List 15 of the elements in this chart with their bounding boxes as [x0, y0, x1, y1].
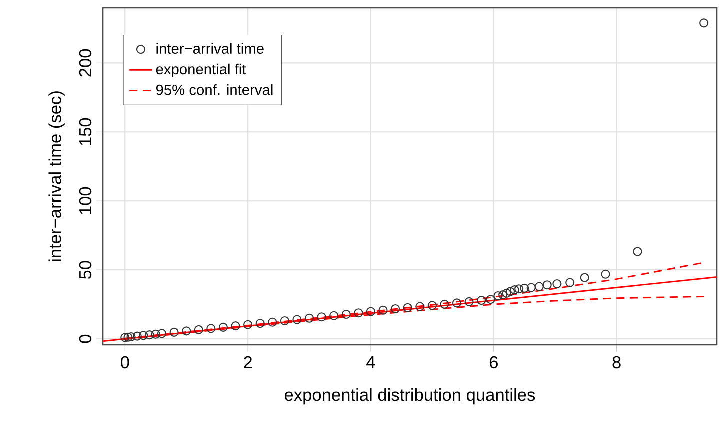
- y-tick-label: 200: [79, 49, 92, 77]
- y-tick-label: 0: [79, 334, 92, 344]
- legend-label: inter−arrival time: [156, 43, 264, 54]
- x-tick-label: 8: [612, 356, 621, 369]
- x-tick-label: 2: [244, 356, 252, 368]
- y-tick-label: 100: [79, 187, 92, 214]
- x-tick-label: 0: [120, 356, 130, 369]
- y-tick-label: 50: [79, 261, 92, 280]
- y-axis-title: inter−arrival time (sec): [48, 92, 65, 262]
- y-tick-label: 150: [79, 118, 92, 146]
- legend-label: 95% conf. interval: [156, 84, 273, 96]
- legend-label: exponential fit: [156, 64, 246, 78]
- x-tick-label: 6: [490, 356, 498, 369]
- x-axis-title: exponential distribution quantiles: [284, 388, 536, 405]
- x-tick-label: 4: [366, 356, 376, 368]
